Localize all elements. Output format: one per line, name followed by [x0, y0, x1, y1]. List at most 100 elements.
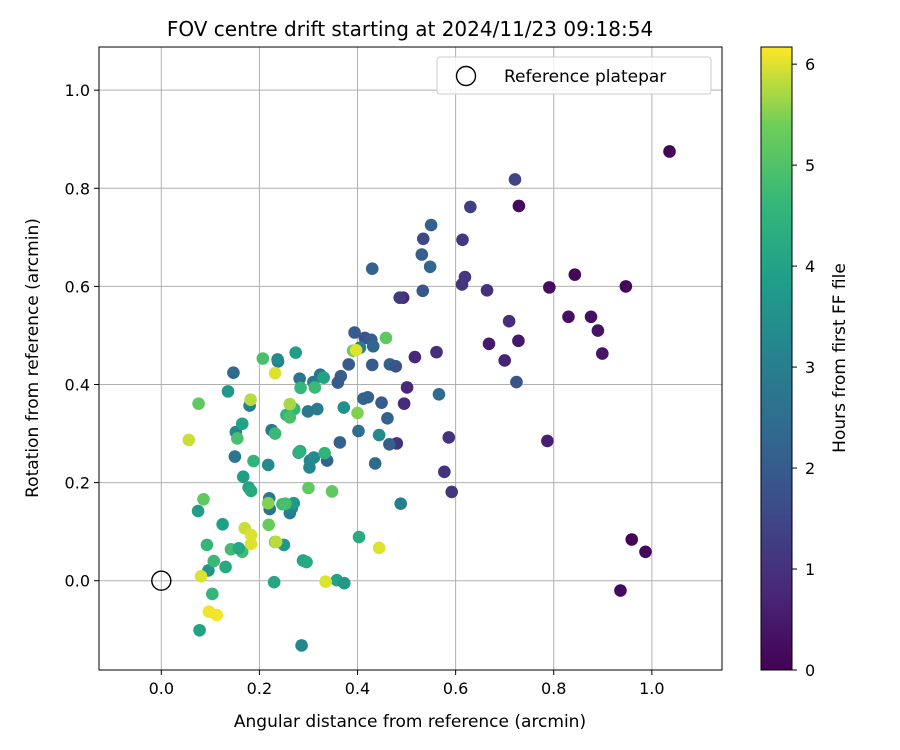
- data-point: [456, 233, 469, 247]
- data-point: [508, 173, 522, 186]
- data-point: [365, 358, 379, 372]
- data-point: [625, 533, 639, 546]
- data-point: [193, 623, 206, 637]
- y-tick-label: 0.0: [65, 572, 90, 591]
- y-axis-label: Rotation from reference (arcmin): [23, 218, 43, 498]
- x-tick-label: 0.4: [345, 679, 370, 698]
- chart-title: FOV centre drift starting at 2024/11/23 …: [167, 17, 653, 41]
- data-point: [279, 497, 292, 511]
- data-point: [393, 291, 407, 304]
- data-point: [619, 280, 633, 293]
- data-point: [268, 427, 282, 440]
- data-point: [256, 352, 270, 365]
- x-tick-label: 1.0: [639, 679, 664, 698]
- data-point: [236, 470, 250, 484]
- data-point: [596, 347, 609, 360]
- data-point: [331, 376, 345, 389]
- data-point: [368, 457, 382, 470]
- data-point: [381, 412, 394, 425]
- data-point: [337, 576, 351, 590]
- data-point: [512, 199, 526, 213]
- data-point: [365, 262, 379, 276]
- data-point: [197, 492, 210, 506]
- data-point: [342, 358, 355, 371]
- data-point: [502, 314, 516, 328]
- x-axis-ticks: 0.0 0.2 0.4 0.6 0.8 1.0: [149, 670, 665, 698]
- x-tick-label: 0.6: [443, 679, 468, 698]
- data-point: [498, 354, 511, 367]
- y-axis-ticks: 0.0 0.2 0.4 0.6 0.8 1.0: [65, 81, 99, 591]
- data-point: [397, 397, 411, 410]
- data-point: [200, 538, 214, 552]
- data-point: [568, 268, 582, 281]
- data-point: [383, 438, 396, 451]
- data-point: [210, 608, 224, 622]
- data-point: [416, 284, 430, 298]
- data-point: [416, 232, 430, 246]
- data-point: [307, 451, 321, 464]
- data-point: [301, 405, 315, 418]
- data-point: [464, 200, 477, 214]
- data-point: [480, 284, 494, 297]
- plot-frame: [98, 46, 723, 671]
- data-point: [584, 310, 598, 324]
- legend: Reference platepar: [436, 56, 712, 95]
- data-point: [289, 346, 303, 359]
- data-point: [430, 345, 443, 359]
- data-point: [293, 372, 306, 385]
- colorbar-tick-label: 1: [805, 560, 815, 579]
- data-point: [389, 360, 403, 373]
- data-point: [379, 331, 393, 345]
- data-point: [319, 575, 332, 589]
- data-point: [432, 388, 446, 401]
- data-point: [247, 454, 260, 468]
- data-point: [216, 518, 229, 531]
- data-point: [283, 411, 297, 424]
- data-point: [415, 248, 429, 261]
- data-point: [348, 326, 361, 339]
- colorbar: [760, 46, 793, 671]
- data-point: [639, 545, 652, 559]
- colorbar-tick-label: 3: [805, 358, 815, 377]
- data-point: [543, 281, 556, 294]
- colorbar-tick-label: 2: [805, 459, 815, 478]
- y-tick-label: 0.8: [65, 179, 90, 198]
- x-tick-label: 0.0: [149, 679, 174, 698]
- data-point: [317, 371, 330, 384]
- data-point: [261, 458, 275, 472]
- data-point: [231, 432, 244, 445]
- data-point: [206, 587, 219, 601]
- data-point: [541, 434, 554, 448]
- data-point: [300, 555, 313, 569]
- data-point: [221, 385, 235, 398]
- data-point: [352, 424, 365, 438]
- data-point: [207, 554, 221, 568]
- data-point: [510, 375, 523, 389]
- data-point: [194, 570, 208, 583]
- y-tick-label: 0.2: [65, 474, 90, 493]
- data-point: [191, 504, 205, 518]
- data-point: [268, 366, 282, 380]
- data-point: [663, 145, 676, 158]
- data-point: [244, 528, 258, 542]
- data-point: [244, 484, 258, 498]
- data-point: [295, 639, 308, 652]
- data-point: [337, 401, 351, 414]
- legend-entry-reference: Reference platepar: [504, 67, 666, 87]
- data-point: [591, 324, 605, 337]
- data-point: [394, 497, 407, 511]
- data-point: [375, 396, 388, 409]
- data-point: [228, 450, 242, 463]
- data-point: [308, 381, 322, 394]
- data-point: [227, 366, 240, 380]
- colorbar-tick-label: 6: [805, 55, 815, 74]
- data-point: [366, 339, 380, 353]
- data-point: [182, 433, 196, 447]
- legend-box: [436, 56, 712, 95]
- data-point: [351, 406, 364, 420]
- data-point: [438, 465, 451, 479]
- data-point: [303, 461, 316, 474]
- data-point: [482, 337, 496, 351]
- data-point: [372, 541, 386, 555]
- data-point: [219, 560, 232, 574]
